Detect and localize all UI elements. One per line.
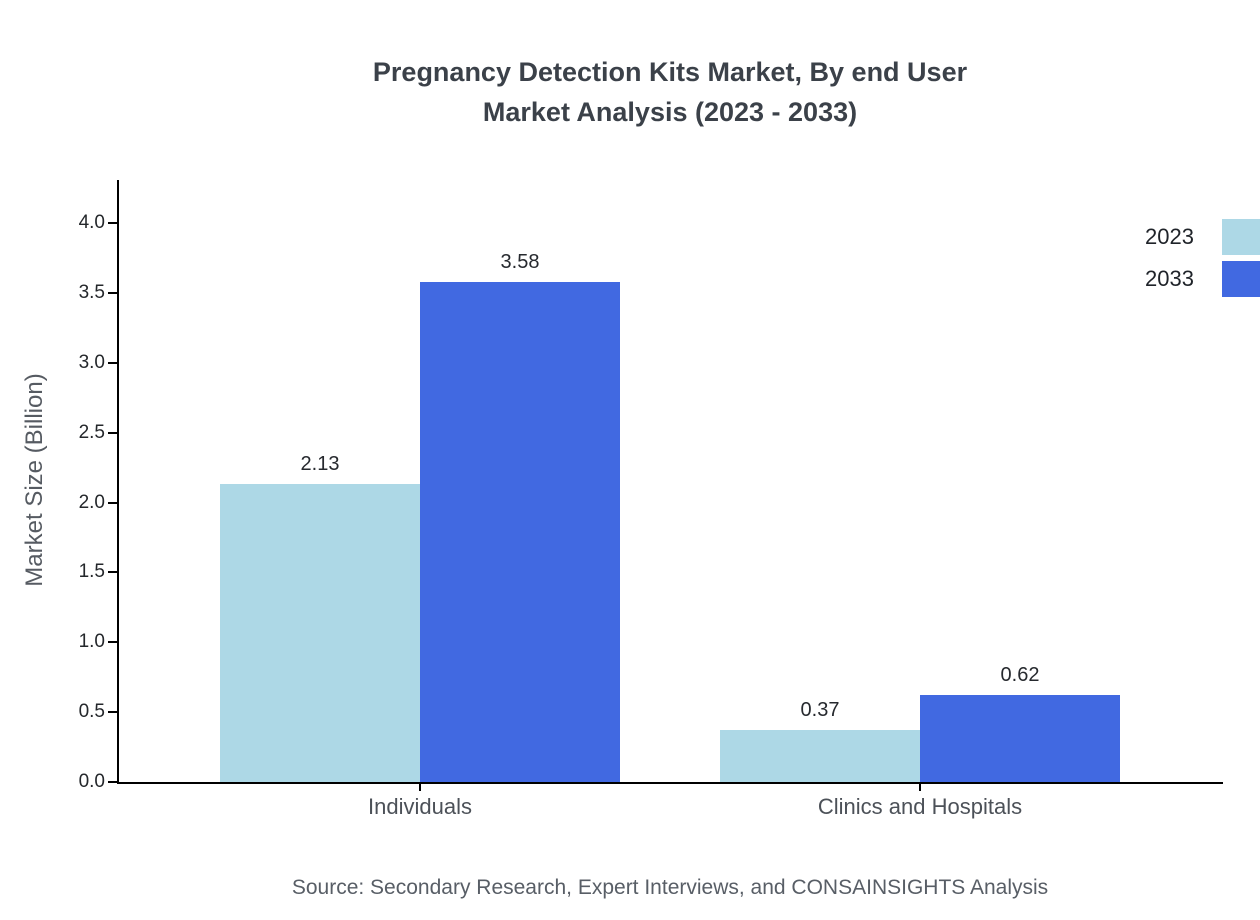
x-axis-line (117, 782, 1223, 784)
bar-2023-0 (220, 484, 420, 782)
y-axis-line (117, 180, 119, 784)
y-tick-mark (108, 291, 117, 294)
legend-label: 2023 (1145, 224, 1194, 249)
y-tick-label: 0.0 (78, 771, 105, 792)
y-tick-mark (108, 781, 117, 783)
legend-row-2023: 2023 (1145, 218, 1260, 256)
bar-value-label: 0.37 (800, 699, 840, 722)
category-label-1: Clinics and Hospitals (817, 794, 1023, 819)
x-tick-mark (419, 782, 421, 791)
bar-value-label: 0.62 (1000, 664, 1040, 687)
legend-label: 2033 (1145, 266, 1194, 291)
legend-swatch (1222, 219, 1260, 255)
chart-title: Pregnancy Detection Kits Market, By end … (80, 52, 1260, 132)
y-tick-mark (108, 222, 117, 224)
bar-2033-1 (920, 695, 1120, 782)
y-tick-mark (108, 361, 117, 364)
legend-swatch (1222, 261, 1260, 297)
source-note: Source: Secondary Research, Expert Inter… (291, 876, 1049, 899)
y-tick-mark (108, 431, 117, 434)
y-tick-mark (108, 571, 117, 574)
y-tick-label: 3.5 (78, 281, 105, 303)
y-tick-label: 2.0 (78, 491, 105, 513)
y-tick-mark (108, 501, 117, 504)
chart-title-line1: Pregnancy Detection Kits Market, By end … (372, 57, 968, 87)
bar-value-label: 2.13 (300, 453, 340, 476)
y-tick-label: 2.5 (78, 421, 105, 443)
category-label-0: Individuals (368, 794, 472, 819)
y-tick-mark (108, 711, 117, 714)
y-tick-label: 4.0 (78, 212, 105, 233)
chart-title-line2: Market Analysis (2023 - 2033) (482, 97, 858, 127)
y-axis-label: Market Size (Billion) (21, 373, 48, 587)
legend: 2023 2033 (1145, 218, 1260, 298)
y-tick-label: 3.0 (78, 351, 105, 373)
y-tick-label: 1.0 (78, 631, 105, 653)
y-tick-label: 1.5 (78, 561, 105, 583)
bar-2033-0 (420, 281, 620, 782)
bar-value-label: 3.58 (500, 250, 540, 273)
bar-2023-1 (720, 730, 920, 782)
x-tick-mark (919, 782, 921, 791)
y-tick-mark (108, 641, 117, 644)
y-tick-label: 0.5 (78, 701, 105, 723)
legend-row-2033: 2033 (1145, 260, 1260, 298)
